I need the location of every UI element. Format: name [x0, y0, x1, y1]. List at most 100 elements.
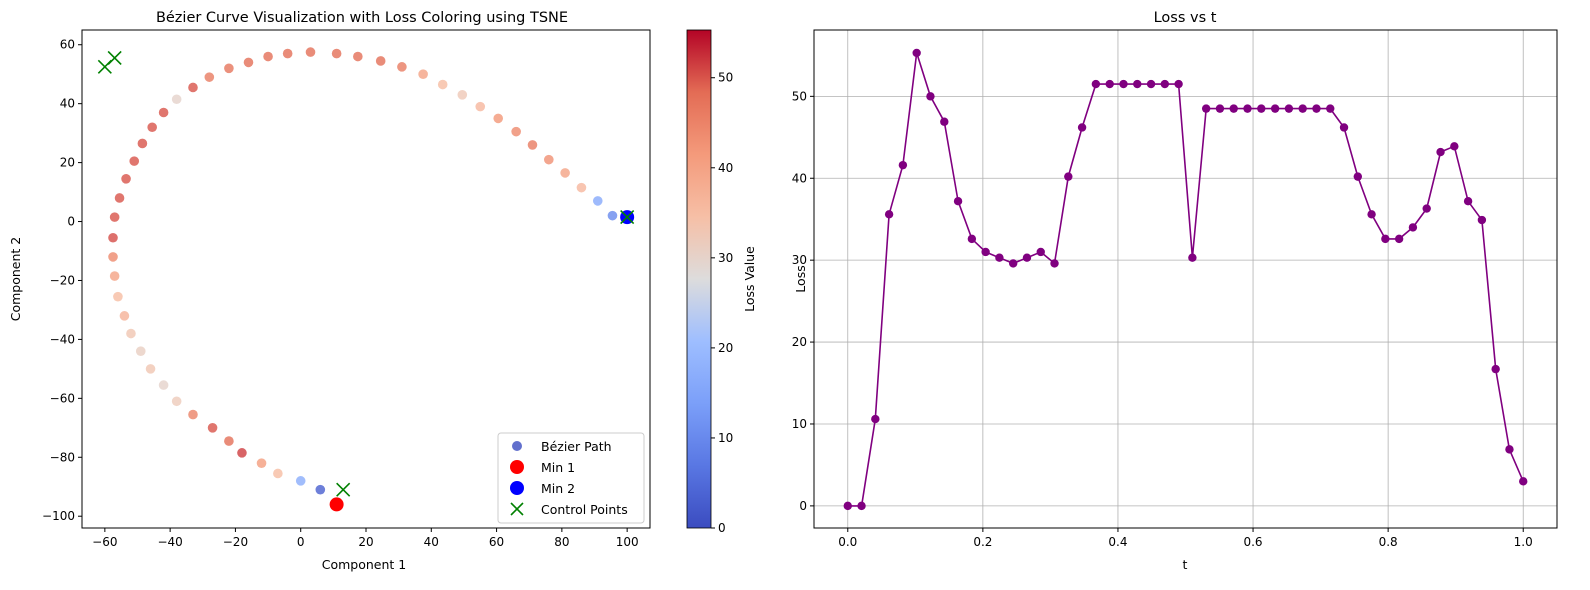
loss-point: [1394, 234, 1404, 244]
bezier-path-point: [237, 448, 247, 458]
bezier-path-point: [108, 232, 118, 243]
bezier-path-point: [418, 69, 428, 80]
loss-point: [1339, 123, 1349, 132]
colorbar-tick-label: 30: [718, 251, 733, 265]
scatter-plot-frame: [81, 29, 651, 529]
loss-point: [1050, 259, 1059, 268]
bezier-path-point: [126, 328, 136, 339]
bezier-path-point: [147, 122, 157, 133]
legend-marker-min2: [510, 481, 524, 495]
loss-point: [967, 234, 977, 244]
bezier-path-point: [560, 168, 570, 178]
line-y-tick-label: 10: [792, 417, 807, 431]
line-y-tick-label: 0: [799, 499, 807, 513]
bezier-path-point: [158, 107, 169, 118]
scatter-x-tick-label: 100: [616, 535, 639, 549]
scatter-x-tick-label: 20: [358, 535, 373, 549]
loss-point: [1146, 79, 1156, 89]
loss-point: [1491, 364, 1500, 374]
scatter-x-tick-label: 0: [297, 535, 305, 549]
control-point: [336, 482, 351, 497]
bezier-path-point: [119, 311, 130, 321]
loss-point: [1284, 104, 1294, 113]
bezier-path-point: [224, 436, 234, 446]
line-title: Loss vs t: [1154, 10, 1217, 26]
bezier-path-point: [475, 101, 486, 112]
bezier-path-point: [273, 468, 283, 479]
line-y-tick-label: 40: [792, 171, 807, 185]
bezier-path-point: [207, 423, 218, 433]
bezier-path-point: [331, 48, 342, 59]
bezier-path-point: [315, 484, 326, 495]
bezier-path-point: [204, 72, 215, 82]
scatter-x-tick-label: 80: [554, 535, 569, 549]
loss-point: [1422, 204, 1431, 213]
loss-point: [1408, 223, 1418, 232]
bezier-path-point: [263, 51, 273, 62]
bezier-path-point: [121, 174, 131, 184]
loss-point: [1381, 234, 1390, 244]
bezier-path-point: [607, 210, 618, 221]
bezier-path-point: [137, 138, 148, 149]
bezier-path-point: [375, 56, 386, 66]
loss-point: [898, 160, 908, 170]
line-chart: Loss vs t 0.0 0.2 0.4 0.6 0.8 1.001020304050 …: [792, 10, 1558, 572]
loss-point: [871, 414, 880, 424]
scatter-title: Bézier Curve Visualization with Loss Col…: [156, 10, 568, 26]
colorbar-tick-label: 50: [718, 71, 733, 85]
loss-point: [912, 48, 921, 58]
colorbar: 0 10 20 30 40 50 Loss Value: [686, 29, 757, 535]
legend-marker-bezier-path: [512, 441, 522, 451]
loss-point: [1463, 196, 1473, 206]
loss-point: [1022, 253, 1032, 262]
line-x-tick-label: 1.0: [1514, 535, 1533, 549]
loss-point: [1450, 142, 1459, 151]
loss-point: [1243, 104, 1252, 113]
bezier-path-point: [353, 51, 363, 62]
bezier-path-point: [437, 79, 448, 90]
loss-point: [1064, 172, 1073, 181]
min1-point: [329, 497, 344, 512]
legend-label-min2: Min 2: [541, 481, 575, 496]
bezier-path-point: [109, 212, 120, 222]
loss-point: [1105, 79, 1114, 89]
line-x-tick-label: 0.4: [1108, 535, 1127, 549]
legend-frame: [497, 432, 645, 524]
bezier-path-point: [397, 62, 407, 72]
colorbar-tick-label: 40: [718, 161, 733, 175]
scatter-x-axis-label: Component 1: [322, 557, 407, 572]
loss-point: [1353, 172, 1363, 181]
bezier-path-point: [135, 346, 146, 356]
line-y-tick-label: 20: [792, 335, 807, 349]
scatter-y-tick-label: 0: [67, 215, 75, 229]
loss-point: [1257, 104, 1266, 113]
scatter-y-tick-label: −40: [50, 332, 75, 346]
loss-point: [940, 117, 949, 126]
line-x-axis-label: t: [1183, 557, 1188, 572]
bezier-path-point: [188, 82, 198, 93]
line-x-tick-label: 0.6: [1243, 535, 1262, 549]
legend-label-bezier-path: Bézier Path: [541, 439, 612, 454]
loss-point: [884, 210, 894, 219]
scatter-y-tick-label: −80: [50, 450, 75, 464]
loss-point: [1229, 104, 1238, 113]
bezier-path-point: [576, 182, 587, 193]
line-y-tick-label: 50: [792, 89, 807, 103]
loss-point: [1188, 253, 1197, 262]
bezier-path-point: [511, 126, 521, 137]
legend-label-min1: Min 1: [541, 460, 575, 475]
loss-point: [1091, 79, 1101, 89]
scatter-y-tick-label: −100: [42, 509, 75, 523]
bezier-path-point: [224, 63, 234, 74]
bezier-path-point: [108, 252, 118, 262]
legend-marker-control-points: [510, 502, 524, 516]
bezier-path-point: [544, 154, 554, 165]
loss-point: [1270, 104, 1280, 113]
bezier-path-point: [113, 291, 123, 302]
scatter-y-tick-label: 60: [60, 38, 75, 52]
loss-point: [1036, 247, 1045, 257]
colorbar-tick-label: 0: [718, 521, 726, 535]
bezier-path-point: [592, 196, 603, 206]
control-point: [620, 210, 635, 225]
